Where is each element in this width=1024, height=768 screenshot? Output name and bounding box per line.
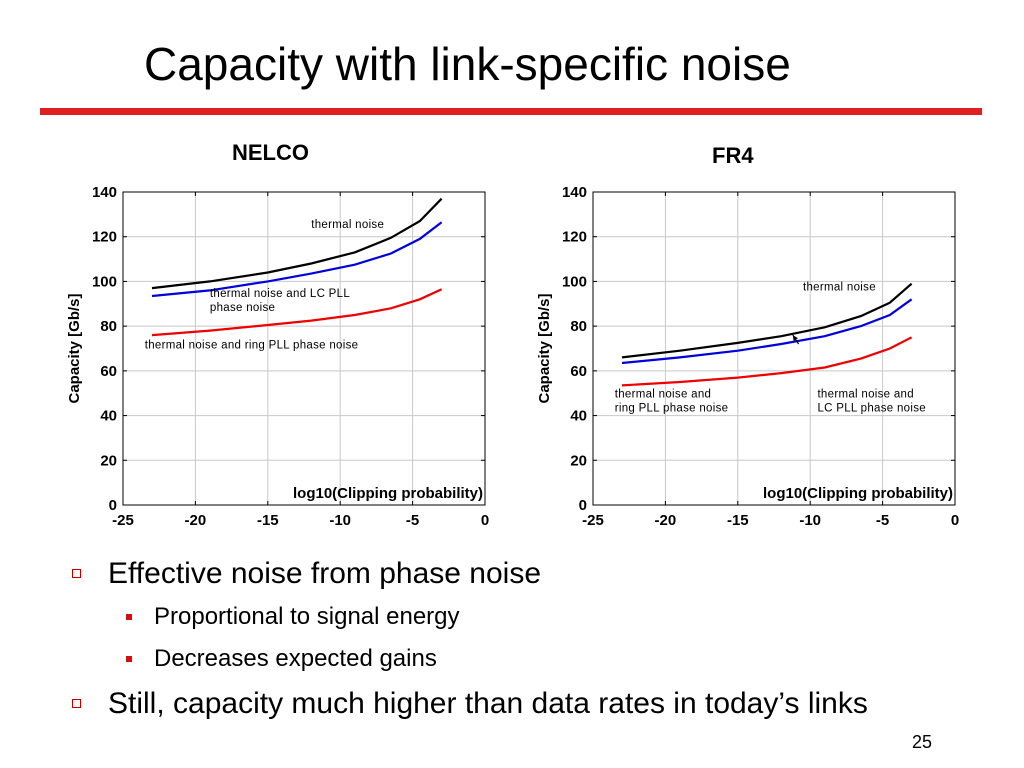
slide-title: Capacity with link-specific noise xyxy=(144,38,791,90)
annotation-line: thermal noise and xyxy=(615,389,712,401)
nelco-capacity-chart: -25 -20 -15 -10 -5 0 0 20 40 60 80 100 120 140 Capacit… xyxy=(66,184,489,529)
y-tick-label: 80 xyxy=(570,318,587,335)
chart-title-fr4: FR4 xyxy=(712,143,754,168)
sub-bullet-text: Decreases expected gains xyxy=(154,645,437,672)
annotation-line: thermal noise and LC PLL xyxy=(210,288,350,300)
y-tick-label: 20 xyxy=(570,452,587,469)
x-tick-label: -5 xyxy=(406,512,419,529)
annotation-line: phase noise xyxy=(210,302,275,314)
x-tick-label: 0 xyxy=(481,512,489,529)
y-axis-label: Capacity [Gb/s] xyxy=(536,293,553,403)
series-line xyxy=(151,288,443,337)
series-line xyxy=(621,298,913,365)
title-rule xyxy=(40,108,982,115)
y-tick-label: 0 xyxy=(109,497,117,514)
x-tick-label: -10 xyxy=(329,512,351,529)
y-tick-label: 100 xyxy=(92,273,117,290)
y-tick-label: 0 xyxy=(579,497,587,514)
annotation-arrow-head xyxy=(792,335,798,342)
fr4-capacity-chart: -25 -20 -15 -10 -5 0 0 20 40 60 80 100 120 140 Capacit… xyxy=(536,184,959,529)
x-tick-label: -25 xyxy=(582,512,604,529)
y-tick-label: 60 xyxy=(100,363,117,380)
bullet-text: Still, capacity much higher than data ra… xyxy=(108,687,868,720)
annotation-label: thermal noise xyxy=(803,281,876,293)
x-tick-label: -25 xyxy=(112,512,134,529)
y-tick-label: 80 xyxy=(100,318,117,335)
annotation-label: thermal noise and LC PLL phase noise xyxy=(817,389,926,415)
annotation-line: thermal noise and ring PLL phase noise xyxy=(145,340,359,352)
x-tick-label: -15 xyxy=(727,512,749,529)
x-tick-label: -20 xyxy=(185,512,207,529)
square-bullet-icon xyxy=(72,699,81,708)
series-line xyxy=(621,282,913,359)
annotation-label: thermal noise and LC PLL phase noise xyxy=(210,288,350,314)
series-line xyxy=(151,221,443,298)
y-tick-label: 40 xyxy=(100,408,117,425)
sub-bullet-text: Proportional to signal energy xyxy=(154,603,460,630)
chart-title-nelco: NELCO xyxy=(232,140,309,165)
filled-square-bullet-icon xyxy=(126,656,132,662)
annotation-line: ring PLL phase noise xyxy=(615,403,729,415)
y-tick-label: 120 xyxy=(92,229,117,246)
series-line xyxy=(151,197,443,290)
y-tick-label: 140 xyxy=(562,184,587,201)
annotation-line: LC PLL phase noise xyxy=(817,403,926,415)
series-line xyxy=(621,336,913,387)
page-number: 25 xyxy=(912,732,933,752)
x-tick-label: -10 xyxy=(799,512,821,529)
filled-square-bullet-icon xyxy=(126,614,132,620)
x-tick-label: -5 xyxy=(876,512,889,529)
x-axis-label: log10(Clipping probability) xyxy=(293,485,483,502)
bullet-text: Effective noise from phase noise xyxy=(108,557,542,590)
plot-frame xyxy=(122,191,486,506)
x-tick-label: -15 xyxy=(257,512,279,529)
annotation-line: thermal noise xyxy=(803,281,876,293)
annotation-label: thermal noise xyxy=(311,219,384,231)
grid xyxy=(592,191,956,506)
y-tick-label: 140 xyxy=(92,184,117,201)
plot-frame xyxy=(592,191,956,506)
y-tick-label: 20 xyxy=(100,452,117,469)
y-tick-label: 40 xyxy=(570,408,587,425)
square-bullet-icon xyxy=(72,569,81,578)
annotation-line: thermal noise xyxy=(311,219,384,231)
y-tick-label: 60 xyxy=(570,363,587,380)
annotation-label: thermal noise and ring PLL phase noise xyxy=(615,389,729,415)
y-tick-label: 120 xyxy=(562,229,587,246)
annotation-line: thermal noise and xyxy=(817,389,914,401)
y-tick-label: 100 xyxy=(562,273,587,290)
annotation-label: thermal noise and ring PLL phase noise xyxy=(145,340,359,352)
y-axis-label: Capacity [Gb/s] xyxy=(66,293,83,403)
x-tick-label: 0 xyxy=(951,512,959,529)
x-tick-label: -20 xyxy=(655,512,677,529)
x-axis-label: log10(Clipping probability) xyxy=(763,485,953,502)
